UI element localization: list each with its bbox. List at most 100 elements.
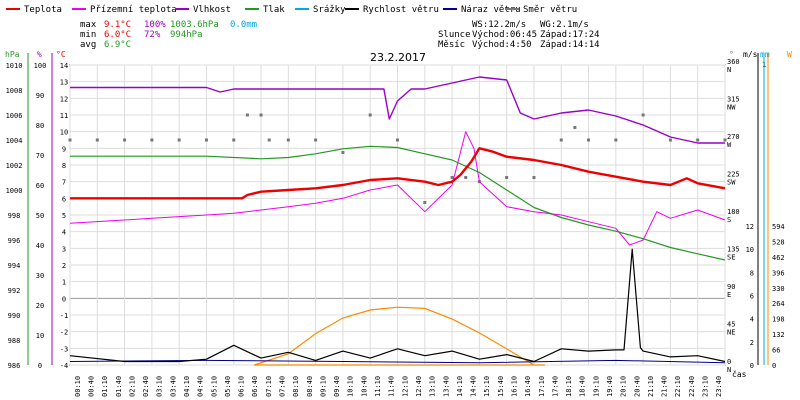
legend-label: Přízemní teplota <box>90 5 177 15</box>
info-moonrise: Východ:4:50 <box>472 40 532 50</box>
wind-direction-point <box>150 138 154 142</box>
wind-direction-point <box>314 138 318 142</box>
axis-label-hpa: hPa <box>5 50 20 59</box>
info-block: WS:12.2m/s WG:2.1m/s Slunce Východ:06:45… <box>438 20 600 50</box>
x-axis-ticks: 00:10 00:40 01:10 01:40 02:10 02:40 03:10 03:40… <box>74 369 747 397</box>
x-tick-label: 17:10 <box>538 376 546 397</box>
x-tick-label: 17:40 <box>551 376 559 397</box>
ms-tick: 10 <box>746 246 754 254</box>
degc-tick: -1 <box>60 312 68 320</box>
hpa-tick: 986 <box>8 362 21 370</box>
x-tick-label: 23:10 <box>702 376 710 397</box>
x-tick-label: 10:40 <box>360 376 368 397</box>
wind-direction-point <box>68 138 72 142</box>
wind-direction-point <box>95 138 99 142</box>
x-tick-label: 08:40 <box>306 376 314 397</box>
wind-direction-point <box>696 138 700 142</box>
x-tick-label: 12:10 <box>401 376 409 397</box>
hpa-tick: 1010 <box>6 62 23 70</box>
info-moonset: Západ:14:14 <box>540 40 600 50</box>
x-tick-label: 11:40 <box>388 376 396 397</box>
dir-tick: 90 <box>727 283 735 291</box>
info-moon-label: Měsíc <box>438 40 465 50</box>
info-sunset: Západ:17:24 <box>540 30 600 40</box>
wind-direction-point <box>267 138 271 142</box>
legend-label: Teplota <box>24 5 62 15</box>
wind-direction-point <box>559 138 563 142</box>
x-tick-label: 15:10 <box>483 376 491 397</box>
degc-tick: -2 <box>60 329 68 337</box>
x-tick-label: 23:40 <box>715 376 723 397</box>
hpa-tick: 996 <box>8 237 21 245</box>
degc-tick: 0 <box>62 295 66 303</box>
x-tick-label: 16:10 <box>510 376 518 397</box>
degc-tick: 4 <box>62 229 66 237</box>
wind-direction-point <box>587 138 591 142</box>
dir-card: NW <box>727 104 736 112</box>
wind-direction-point <box>177 138 181 142</box>
x-tick-label: 04:40 <box>197 376 205 397</box>
legend-label: Vlhkost <box>193 5 231 15</box>
legend-label: Srážky <box>313 5 346 15</box>
wind-direction-point <box>641 113 645 117</box>
wind-direction-point <box>245 113 249 117</box>
x-tick-label: 03:10 <box>156 376 164 397</box>
x-tick-label: 07:40 <box>279 376 287 397</box>
pct-tick: 40 <box>36 242 44 250</box>
dir-card: NE <box>727 329 735 337</box>
hpa-tick: 998 <box>8 212 21 220</box>
series-ground-temperature <box>69 131 726 246</box>
x-tick-label: 00:40 <box>87 376 95 397</box>
wind-direction-point <box>368 113 372 117</box>
x-tick-label: 10:10 <box>347 376 355 397</box>
hpa-tick: 994 <box>8 262 21 270</box>
pct-tick: 0 <box>38 362 42 370</box>
axis-label-pct: % <box>37 50 42 59</box>
stat-min-label: min <box>80 30 96 40</box>
stat-avg-label: avg <box>80 40 96 50</box>
stat-min-hum: 72% <box>144 30 161 40</box>
axis-label-rad: W <box>787 50 792 59</box>
rad-tick: 462 <box>772 254 785 262</box>
rad-tick: 330 <box>772 285 785 293</box>
x-tick-label: 20:10 <box>620 376 628 397</box>
rad-tick: 198 <box>772 316 785 324</box>
x-tick-label: 13:10 <box>429 376 437 397</box>
hpa-tick: 1004 <box>6 137 23 145</box>
axis-label-dir: ° <box>729 50 734 59</box>
x-tick-label: 22:10 <box>674 376 682 397</box>
wind-direction-point <box>286 138 290 142</box>
rad-tick: 264 <box>772 300 785 308</box>
ms-tick: 8 <box>750 269 754 277</box>
wind-direction-point <box>464 176 468 179</box>
dir-card: E <box>727 291 731 299</box>
rad-tick: 132 <box>772 331 785 339</box>
x-tick-label: 16:40 <box>524 376 532 397</box>
wind-direction-point <box>614 138 618 142</box>
degc-tick: 5 <box>62 212 66 220</box>
rad-tick: 594 <box>772 223 785 231</box>
info-wg: WG:2.1m/s <box>540 20 589 30</box>
ms-tick: 6 <box>750 293 754 301</box>
x-tick-label: 11:10 <box>374 376 382 397</box>
series-humidity <box>70 76 725 144</box>
axis-label-degc: °C <box>56 50 66 59</box>
x-tick-label: 14:40 <box>470 376 478 397</box>
dir-card: N <box>727 366 731 374</box>
hpa-tick: 1006 <box>6 112 23 120</box>
degc-tick: 2 <box>62 262 66 270</box>
x-tick-label: 21:40 <box>661 376 669 397</box>
wind-direction-point <box>232 138 236 142</box>
x-tick-label: 06:40 <box>251 376 259 397</box>
x-tick-label: 18:40 <box>579 376 587 397</box>
degc-tick: 6 <box>62 195 66 203</box>
wind-direction-point <box>396 138 399 142</box>
x-tick-label: 21:10 <box>647 376 655 397</box>
stat-min-temp: 6.0°C <box>104 30 131 40</box>
wind-direction-point <box>573 126 577 129</box>
pct-tick: 100 <box>34 62 47 70</box>
info-ws: WS:12.2m/s <box>472 20 526 30</box>
wind-direction-point <box>668 138 672 142</box>
x-tick-label: 06:10 <box>238 376 246 397</box>
degc-tick: -3 <box>60 345 68 353</box>
